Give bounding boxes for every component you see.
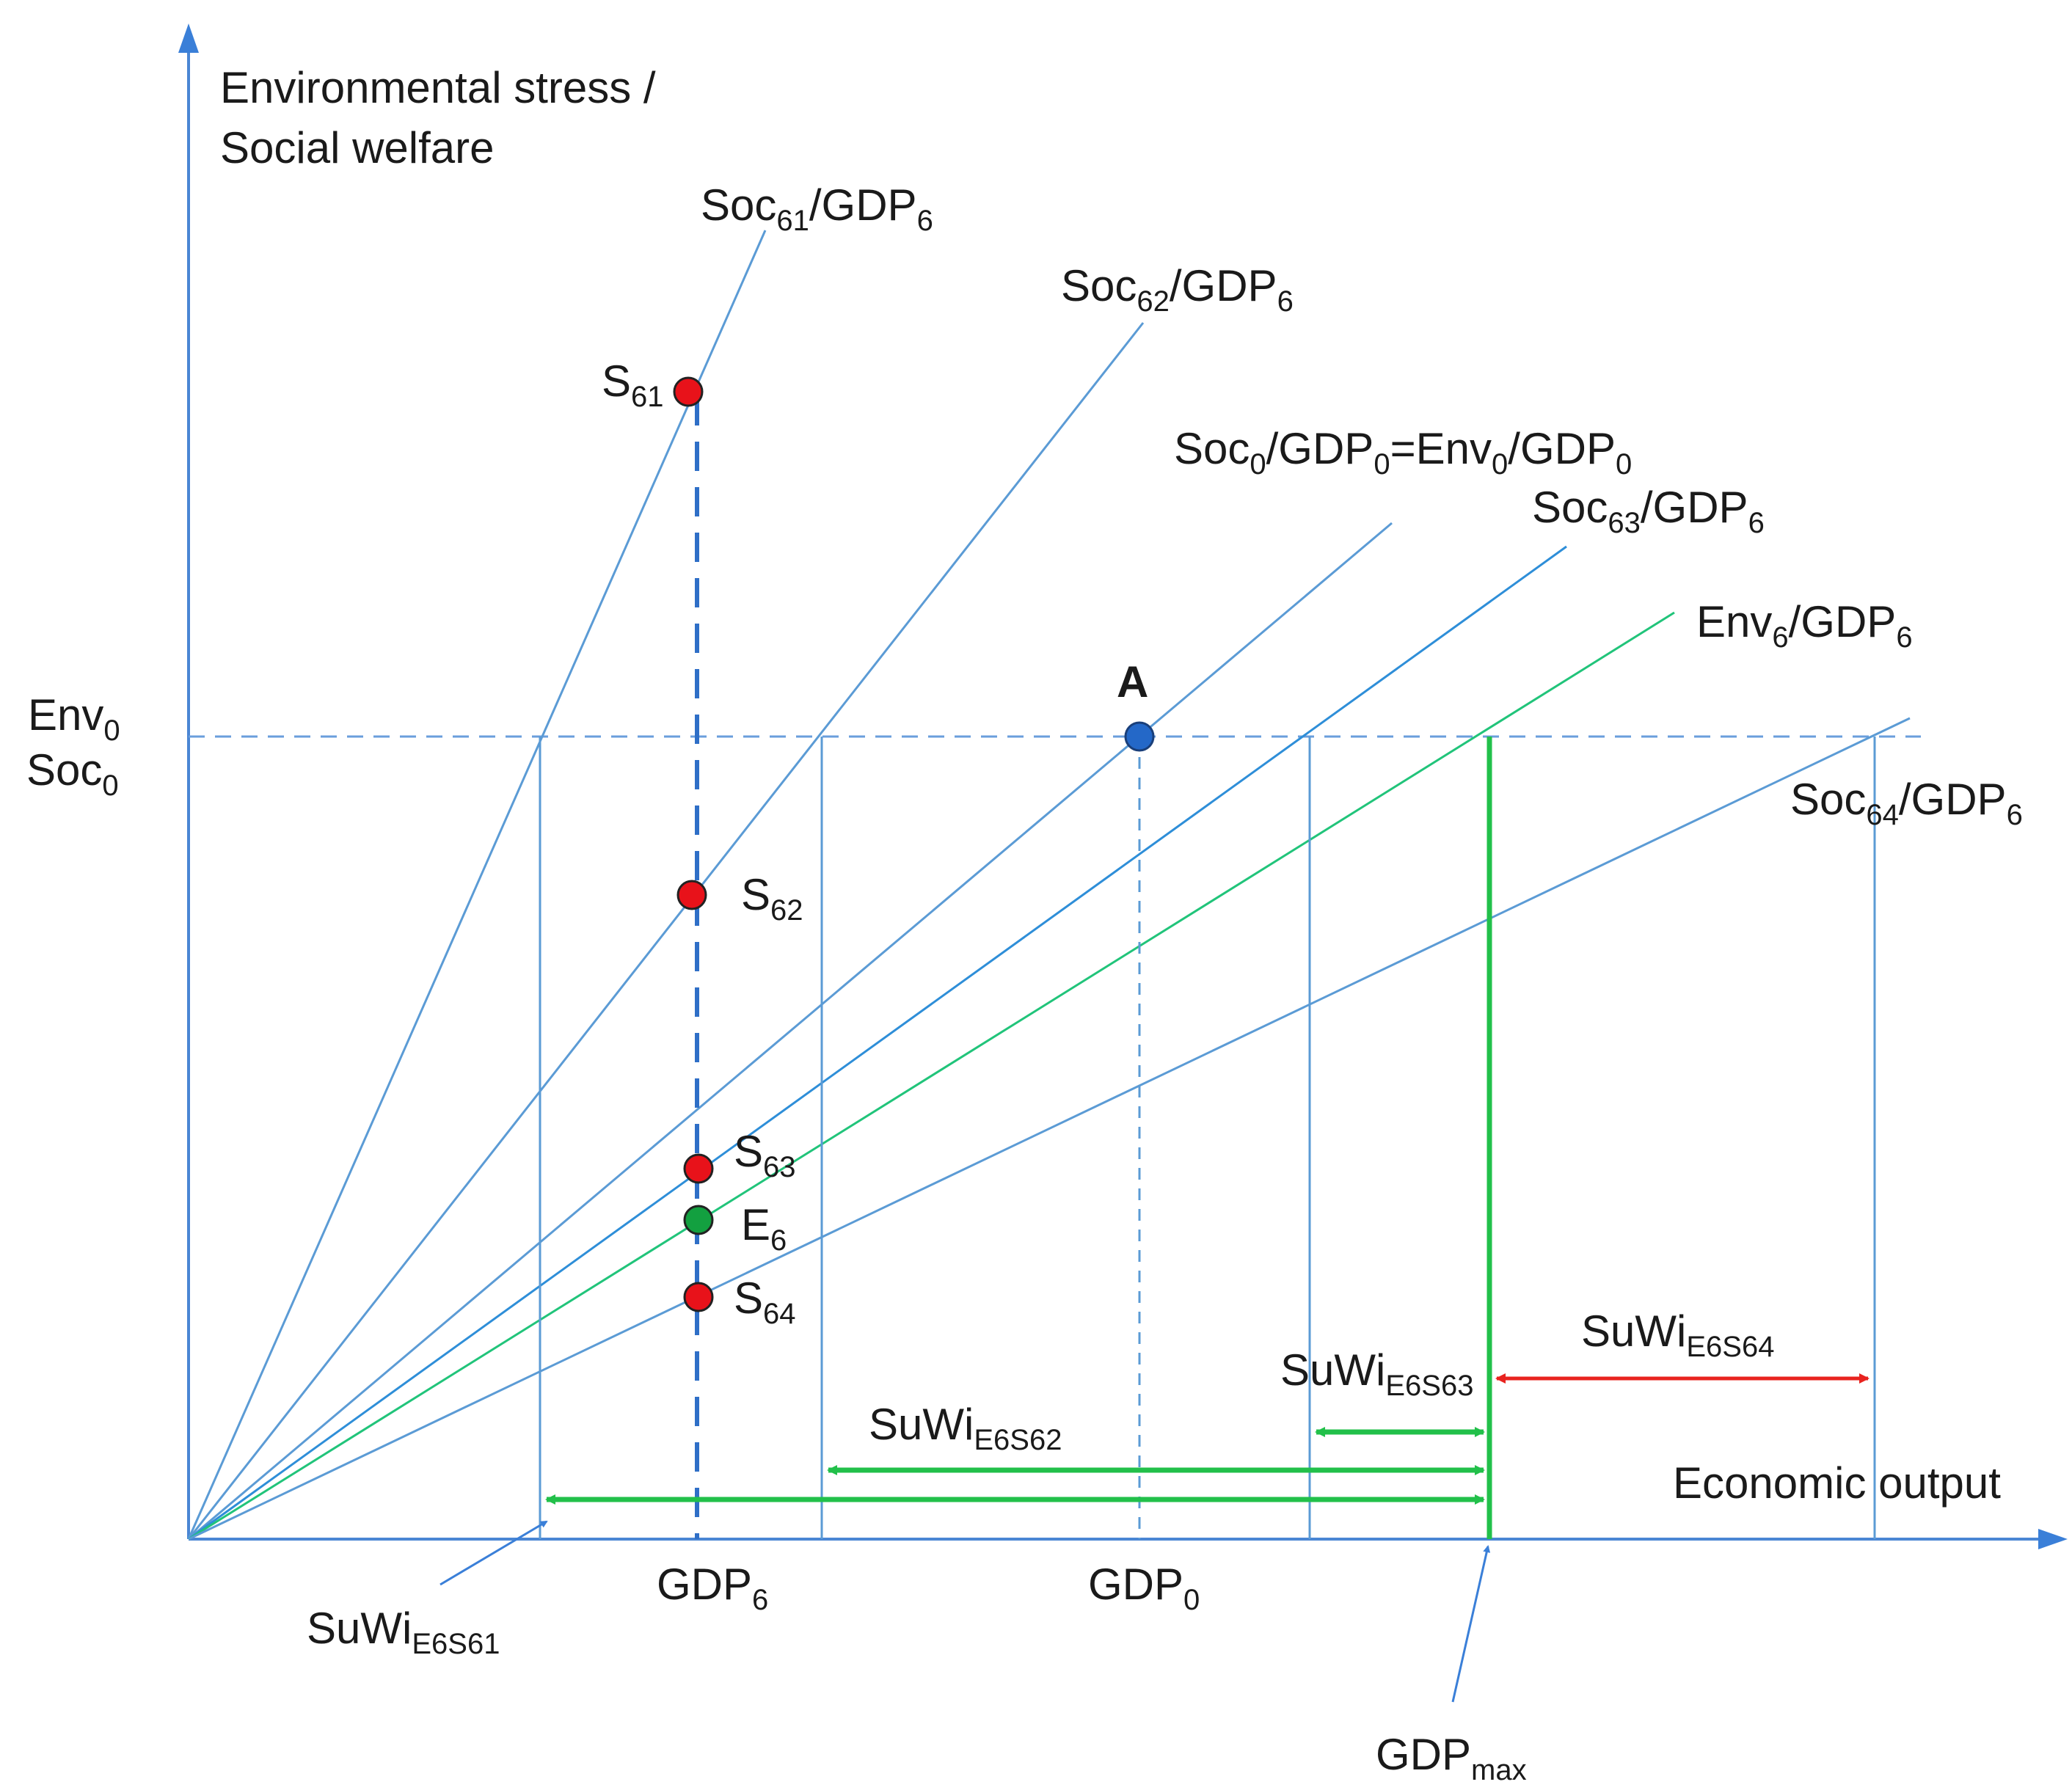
point-label-s64: S64: [734, 1274, 796, 1330]
gdpmax-callout-arrow: [1451, 1545, 1491, 1703]
ray-soc64: [188, 717, 1911, 1541]
suwi-e6s61-callout-arrow: [439, 1520, 548, 1586]
x-label-gdp0: GDP0: [1088, 1560, 1200, 1616]
suwi-label-e6s64: SuWiE6S64: [1581, 1307, 1774, 1363]
point-label-e6: E6: [741, 1200, 787, 1257]
ray-label-soc0-env0: Soc0/GDP0=Env0/GDP0: [1174, 424, 1632, 481]
x-label-gdpmax: GDPmax: [1376, 1730, 1527, 1786]
point-s62: [676, 880, 707, 910]
point-s63: [683, 1153, 714, 1184]
ray-label-soc61: Soc61/GDP6: [701, 180, 933, 237]
ray-label-soc64: Soc64/GDP6: [1790, 775, 2023, 831]
y-axis-title-line2: Social welfare: [220, 123, 495, 172]
ray-soc61: [187, 230, 767, 1540]
x-label-gdp6: GDP6: [657, 1560, 768, 1616]
ray-env6: [188, 611, 1675, 1541]
x-axis-title: Economic output: [1673, 1458, 2001, 1508]
point-label-a: A: [1117, 657, 1148, 706]
point-s64: [683, 1282, 714, 1312]
y-label-env0: Env0: [28, 690, 120, 747]
ray-label-env6: Env6/GDP6: [1696, 597, 1913, 654]
ray-label-soc62: Soc62/GDP6: [1061, 261, 1294, 318]
point-a: [1124, 721, 1155, 752]
y-axis-title-line1: Environmental stress /: [220, 63, 656, 112]
y-label-soc0: Soc0: [26, 745, 119, 802]
point-e6: [683, 1205, 714, 1235]
point-label-s63: S63: [734, 1127, 796, 1183]
suwi-label-e6s63: SuWiE6S63: [1280, 1345, 1473, 1402]
suwi-label-e6s62: SuWiE6S62: [869, 1400, 1062, 1456]
suwi-label-e6s61: SuWiE6S61: [307, 1604, 500, 1660]
ray-soc63: [188, 545, 1567, 1541]
point-label-s61: S61: [602, 357, 664, 413]
ray-soc62: [187, 322, 1145, 1540]
point-s61: [673, 376, 704, 407]
ray-label-soc63: Soc63/GDP6: [1532, 483, 1765, 539]
ray-soc0: [188, 522, 1393, 1541]
point-label-s62: S62: [741, 870, 803, 927]
